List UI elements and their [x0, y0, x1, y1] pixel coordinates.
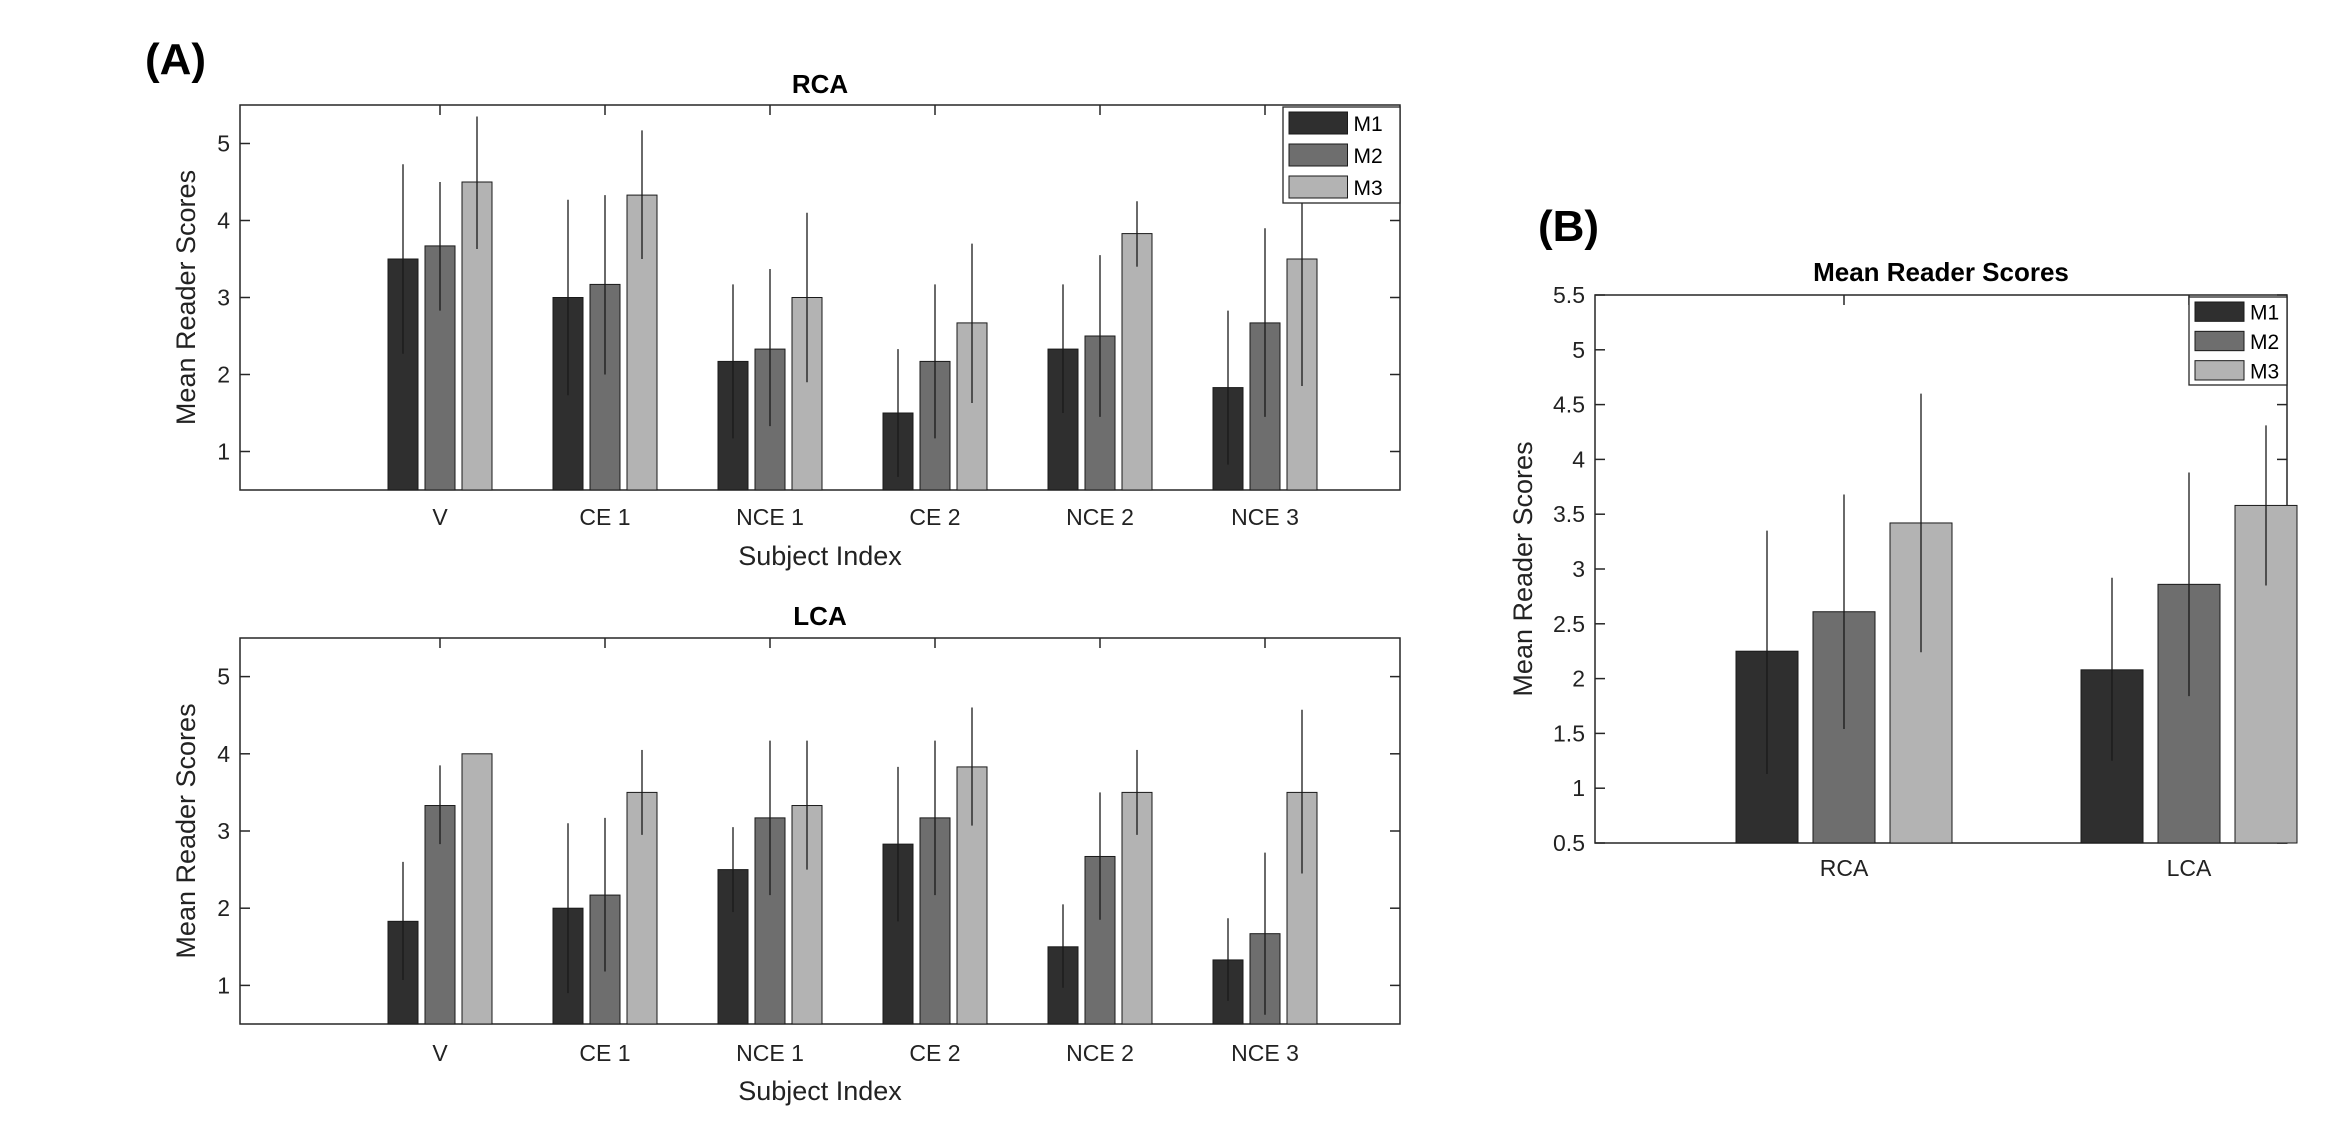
legend-label-m3: M3	[2250, 360, 2279, 383]
legend-swatch-m3	[1288, 175, 1348, 199]
y-tick-label: 2	[217, 362, 230, 388]
y-tick-label: 5	[217, 131, 230, 157]
y-tick-label: 5.5	[1553, 282, 1585, 308]
y-tick-label: 3	[217, 285, 230, 311]
legend-label-m2: M2	[1354, 145, 1383, 168]
panel-label-b: (B)	[1538, 202, 1599, 251]
y-axis-label: Mean Reader Scores	[1508, 441, 1538, 696]
y-tick-label: 5	[1572, 337, 1585, 363]
bar-m3-nce-2	[1121, 233, 1153, 491]
x-tick-label: LCA	[2167, 855, 2212, 881]
chart-title: RCA	[792, 69, 849, 99]
x-axis-label: Subject Index	[738, 541, 902, 571]
y-tick-label: 2	[217, 895, 230, 921]
chart-mean-reader-scores: Mean Reader Scores 0.5 1 1.5 2 2.5 3 3.5 4 4.5 5 5.…	[1508, 257, 2298, 881]
x-tick-label: RCA	[1820, 855, 1869, 881]
x-tick-label: NCE 3	[1231, 504, 1299, 530]
y-tick-label: 4	[217, 208, 230, 234]
chart-title: Mean Reader Scores	[1813, 257, 2069, 287]
legend-swatch-m2	[2194, 330, 2245, 352]
y-tick-label: 1.5	[1553, 720, 1585, 746]
x-tick-label: NCE 2	[1066, 1040, 1134, 1066]
y-tick-label: 1	[217, 972, 230, 998]
y-tick-label: 3.5	[1553, 501, 1585, 527]
y-tick-label: 0.5	[1553, 830, 1585, 856]
y-tick-label: 5	[217, 664, 230, 690]
bar-m2-v	[424, 245, 456, 491]
x-tick-label: V	[432, 1040, 448, 1066]
chart-title: LCA	[793, 601, 847, 631]
panel-label-a: (A)	[145, 35, 206, 84]
x-tick-label: NCE 2	[1066, 504, 1134, 530]
x-tick-label: CE 2	[909, 1040, 960, 1066]
y-tick-label: 4.5	[1553, 392, 1585, 418]
legend: M1 M2 M3	[2188, 296, 2288, 386]
x-tick-label: CE 1	[579, 504, 630, 530]
y-tick-label: 4	[217, 741, 230, 767]
bar-m3-v	[461, 753, 493, 1025]
chart-lca: LCA 1 2 3 4 5 Mean Reader Scores Subject Index V…	[171, 601, 1401, 1106]
legend-label-m1: M1	[2250, 302, 2279, 325]
x-axis-label: Subject Index	[738, 1076, 902, 1106]
y-tick-label: 1	[217, 439, 230, 465]
y-axis-label: Mean Reader Scores	[171, 170, 201, 425]
legend-swatch-m3	[2194, 360, 2245, 381]
x-tick-label: NCE 1	[736, 1040, 804, 1066]
legend-swatch-m2	[1288, 143, 1348, 167]
legend: M1 M2 M3	[1282, 106, 1401, 204]
y-tick-label: 3	[1572, 556, 1585, 582]
legend-label-m1: M1	[1354, 113, 1383, 136]
y-tick-label: 1	[1572, 775, 1585, 801]
y-tick-label: 3	[217, 818, 230, 844]
x-tick-label: CE 1	[579, 1040, 630, 1066]
x-tick-label: CE 2	[909, 504, 960, 530]
x-tick-label: V	[432, 504, 448, 530]
y-tick-label: 2.5	[1553, 611, 1585, 637]
y-axis-label: Mean Reader Scores	[171, 703, 201, 958]
chart-rca: RCA 1 2 3 4 5 Mean Reader Scores Subject Index V…	[171, 69, 1401, 571]
legend-label-m2: M2	[2250, 331, 2279, 354]
legend-label-m3: M3	[1354, 177, 1383, 200]
y-tick-label: 4	[1572, 446, 1585, 472]
x-tick-label: NCE 3	[1231, 1040, 1299, 1066]
y-tick-label: 2	[1572, 666, 1585, 692]
x-tick-label: NCE 1	[736, 504, 804, 530]
legend-swatch-m1	[2194, 301, 2245, 322]
legend-swatch-m1	[1288, 111, 1348, 135]
